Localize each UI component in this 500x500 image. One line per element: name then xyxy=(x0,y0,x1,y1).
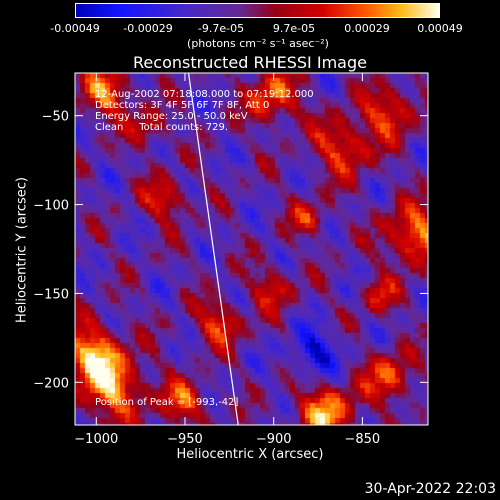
colorbar-tick: 0.00049 xyxy=(417,22,463,35)
y-axis-label: Heliocentric Y (arcsec) xyxy=(14,177,30,323)
solar-limb-line xyxy=(187,72,239,426)
heatmap-image xyxy=(75,73,428,425)
energy-range-label: Energy Range: 25.0 - 50.0 keV xyxy=(95,111,248,122)
x-tick-label: −900 xyxy=(256,432,292,447)
counts-label: Clean Total counts: 729. xyxy=(95,122,229,133)
y-tick-label: −150 xyxy=(33,287,69,302)
x-tick-label: −1000 xyxy=(74,432,118,447)
plot-frame xyxy=(74,72,429,426)
y-tick-label: −200 xyxy=(33,376,69,391)
x-axis-label: Heliocentric X (arcsec) xyxy=(176,447,324,462)
y-tick-label: −100 xyxy=(33,199,69,214)
colorbar xyxy=(75,3,440,18)
timestamp: 30-Apr-2022 22:03 xyxy=(364,481,496,497)
peak-position-label: Position of Peak = [-993,-42] xyxy=(95,397,239,408)
colorbar-tick: 0.00029 xyxy=(344,22,390,35)
y-tick-label: −50 xyxy=(42,110,69,125)
colorbar-tick: -0.00049 xyxy=(50,22,100,35)
colorbar-tick: -9.7e-05 xyxy=(197,22,245,35)
chart-title: Reconstructed RHESSI Image xyxy=(133,53,367,72)
colorbar-units: (photons cm⁻² s⁻¹ asec⁻²) xyxy=(187,37,329,50)
x-tick-label: −950 xyxy=(167,432,203,447)
x-tick-label: −850 xyxy=(345,432,381,447)
colorbar-tick: -0.00029 xyxy=(123,22,173,35)
time-range-label: 12-Aug-2002 07:18:08.000 to 07:19:12.000 xyxy=(95,89,314,100)
colorbar-tick: 9.7e-05 xyxy=(272,22,316,35)
detectors-label: Detectors: 3F 4F 5F 6F 7F 8F, Att 0 xyxy=(95,100,270,111)
